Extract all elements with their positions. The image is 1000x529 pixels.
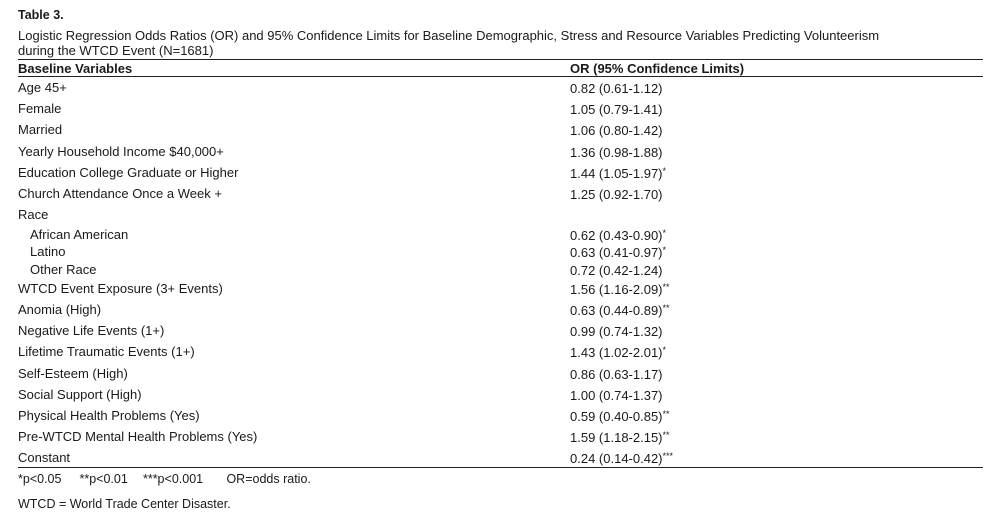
significance-marker: ** bbox=[662, 430, 670, 441]
table-row: Education College Graduate or Higher 1.4… bbox=[18, 162, 983, 183]
row-or-value: 0.72 (0.42-1.24) bbox=[570, 262, 663, 278]
column-header-or: OR (95% Confidence Limits) bbox=[570, 59, 983, 77]
table-header-row: Baseline Variables OR (95% Confidence Li… bbox=[18, 59, 983, 77]
row-or-cell: 1.43 (1.02-2.01)* bbox=[570, 341, 983, 362]
row-or-cell: 0.86 (0.63-1.17) bbox=[570, 363, 983, 384]
row-label: Female bbox=[18, 101, 62, 117]
row-label: Self-Esteem (High) bbox=[18, 365, 128, 381]
row-label: WTCD Event Exposure (3+ Events) bbox=[18, 280, 223, 296]
row-or-cell: 0.99 (0.74-1.32) bbox=[570, 320, 983, 341]
row-or-value: 1.56 (1.16-2.09) bbox=[570, 281, 663, 297]
row-or-value: 0.82 (0.61-1.12) bbox=[570, 81, 663, 97]
row-or-cell: 1.59 (1.18-2.15)** bbox=[570, 426, 983, 447]
table-row-group-heading: Race bbox=[18, 204, 983, 225]
row-or-value: 1.25 (0.92-1.70) bbox=[570, 187, 663, 203]
footnote-p05: *p<0.05 bbox=[18, 472, 62, 487]
row-label: Physical Health Problems (Yes) bbox=[18, 408, 200, 424]
table-caption: Logistic Regression Odds Ratios (OR) and… bbox=[18, 28, 880, 58]
row-or-cell: 0.72 (0.42-1.24) bbox=[570, 260, 983, 278]
row-label: Church Attendance Once a Week + bbox=[18, 186, 222, 202]
row-or-value: 1.36 (0.98-1.88) bbox=[570, 144, 663, 160]
row-label: Race bbox=[18, 207, 49, 223]
row-or-cell: 1.05 (0.79-1.41) bbox=[570, 98, 983, 119]
row-label: Constant bbox=[18, 447, 570, 469]
row-label: Latino bbox=[30, 244, 66, 260]
significance-footnote: *p<0.05 **p<0.01 ***p<0.001 OR=odds rati… bbox=[18, 472, 983, 487]
table-row: Age 45+ 0.82 (0.61-1.12) bbox=[18, 77, 983, 99]
table-row: Latino 0.63 (0.41-0.97)* bbox=[18, 243, 983, 261]
row-or-value: 1.44 (1.05-1.97) bbox=[570, 165, 663, 181]
row-label: Lifetime Traumatic Events (1+) bbox=[18, 344, 195, 360]
table-row: WTCD Event Exposure (3+ Events) 1.56 (1.… bbox=[18, 278, 983, 299]
table-body: Age 45+ 0.82 (0.61-1.12) Female 1.05 (0.… bbox=[18, 77, 983, 469]
row-or-cell: 0.62 (0.43-0.90)* bbox=[570, 225, 983, 243]
row-label: Anomia (High) bbox=[18, 302, 102, 318]
row-or-cell: 0.24 (0.14-0.42)*** bbox=[570, 447, 983, 469]
row-label: Education College Graduate or Higher bbox=[18, 164, 239, 180]
row-or-cell: 0.63 (0.41-0.97)* bbox=[570, 243, 983, 261]
row-or-cell bbox=[570, 204, 983, 225]
table-row: Self-Esteem (High) 0.86 (0.63-1.17) bbox=[18, 363, 983, 384]
row-label: Yearly Household Income $40,000+ bbox=[18, 143, 224, 159]
table-row: Constant 0.24 (0.14-0.42)*** bbox=[18, 447, 983, 469]
row-or-cell: 1.36 (0.98-1.88) bbox=[570, 141, 983, 162]
row-or-cell: 0.63 (0.44-0.89)** bbox=[570, 299, 983, 320]
row-or-value: 0.63 (0.41-0.97) bbox=[570, 245, 663, 261]
row-or-value: 1.00 (0.74-1.37) bbox=[570, 387, 663, 403]
row-or-value: 0.59 (0.40-0.85) bbox=[570, 409, 663, 425]
table-row: Social Support (High) 1.00 (0.74-1.37) bbox=[18, 384, 983, 405]
row-or-value: 0.24 (0.14-0.42) bbox=[570, 450, 663, 466]
table-row: Other Race 0.72 (0.42-1.24) bbox=[18, 260, 983, 278]
row-or-cell: 1.44 (1.05-1.97)* bbox=[570, 162, 983, 183]
significance-marker: * bbox=[662, 165, 667, 176]
significance-marker: * bbox=[662, 245, 667, 256]
table-row: Married 1.06 (0.80-1.42) bbox=[18, 119, 983, 140]
row-or-value: 0.86 (0.63-1.17) bbox=[570, 366, 663, 382]
table-row: African American 0.62 (0.43-0.90)* bbox=[18, 225, 983, 243]
row-or-value: 0.62 (0.43-0.90) bbox=[570, 227, 663, 243]
table-row: Female 1.05 (0.79-1.41) bbox=[18, 98, 983, 119]
row-label: Other Race bbox=[30, 261, 97, 277]
table-row: Yearly Household Income $40,000+ 1.36 (0… bbox=[18, 141, 983, 162]
significance-marker: *** bbox=[662, 450, 674, 461]
row-label: Negative Life Events (1+) bbox=[18, 323, 165, 339]
table-row: Physical Health Problems (Yes) 0.59 (0.4… bbox=[18, 405, 983, 426]
row-or-cell: 1.56 (1.16-2.09)** bbox=[570, 278, 983, 299]
row-label: Pre-WTCD Mental Health Problems (Yes) bbox=[18, 429, 258, 445]
results-table: Baseline Variables OR (95% Confidence Li… bbox=[18, 59, 983, 469]
significance-marker: ** bbox=[662, 303, 670, 314]
row-or-value: 1.43 (1.02-2.01) bbox=[570, 345, 663, 361]
row-label: Social Support (High) bbox=[18, 386, 142, 402]
significance-marker: ** bbox=[662, 409, 670, 420]
significance-marker: * bbox=[662, 227, 667, 238]
row-or-value: 1.59 (1.18-2.15) bbox=[570, 430, 663, 446]
row-or-value: 0.99 (0.74-1.32) bbox=[570, 324, 663, 340]
table-row: Anomia (High) 0.63 (0.44-0.89)** bbox=[18, 299, 983, 320]
significance-marker: ** bbox=[662, 281, 670, 292]
row-or-cell: 1.00 (0.74-1.37) bbox=[570, 384, 983, 405]
footnote-p001: ***p<0.001 bbox=[142, 472, 204, 487]
table-label: Table 3. bbox=[18, 8, 64, 22]
row-or-cell: 0.82 (0.61-1.12) bbox=[570, 77, 983, 99]
row-label: African American bbox=[30, 226, 129, 242]
footnote-or-definition: OR=odds ratio. bbox=[226, 472, 311, 487]
row-label: Married bbox=[18, 122, 63, 138]
table-row: Pre-WTCD Mental Health Problems (Yes) 1.… bbox=[18, 426, 983, 447]
column-header-variables: Baseline Variables bbox=[18, 59, 570, 77]
row-or-cell: 0.59 (0.40-0.85)** bbox=[570, 405, 983, 426]
footnote-p01: **p<0.01 bbox=[79, 472, 128, 487]
row-or-value: 1.06 (0.80-1.42) bbox=[570, 123, 663, 139]
table-row: Church Attendance Once a Week + 1.25 (0.… bbox=[18, 183, 983, 204]
significance-marker: * bbox=[662, 345, 667, 356]
document: Table 3. Logistic Regression Odds Ratios… bbox=[18, 6, 983, 512]
row-label: Age 45+ bbox=[18, 80, 67, 96]
row-or-cell: 1.25 (0.92-1.70) bbox=[570, 183, 983, 204]
table-row: Lifetime Traumatic Events (1+) 1.43 (1.0… bbox=[18, 341, 983, 362]
row-or-value: 1.05 (0.79-1.41) bbox=[570, 102, 663, 118]
row-or-value: 0.63 (0.44-0.89) bbox=[570, 303, 663, 319]
column-header-or-label: OR (95% Confidence Limits) bbox=[570, 60, 745, 76]
table-row: Negative Life Events (1+) 0.99 (0.74-1.3… bbox=[18, 320, 983, 341]
row-or-cell: 1.06 (0.80-1.42) bbox=[570, 119, 983, 140]
abbreviation-note: WTCD = World Trade Center Disaster. bbox=[18, 497, 231, 512]
